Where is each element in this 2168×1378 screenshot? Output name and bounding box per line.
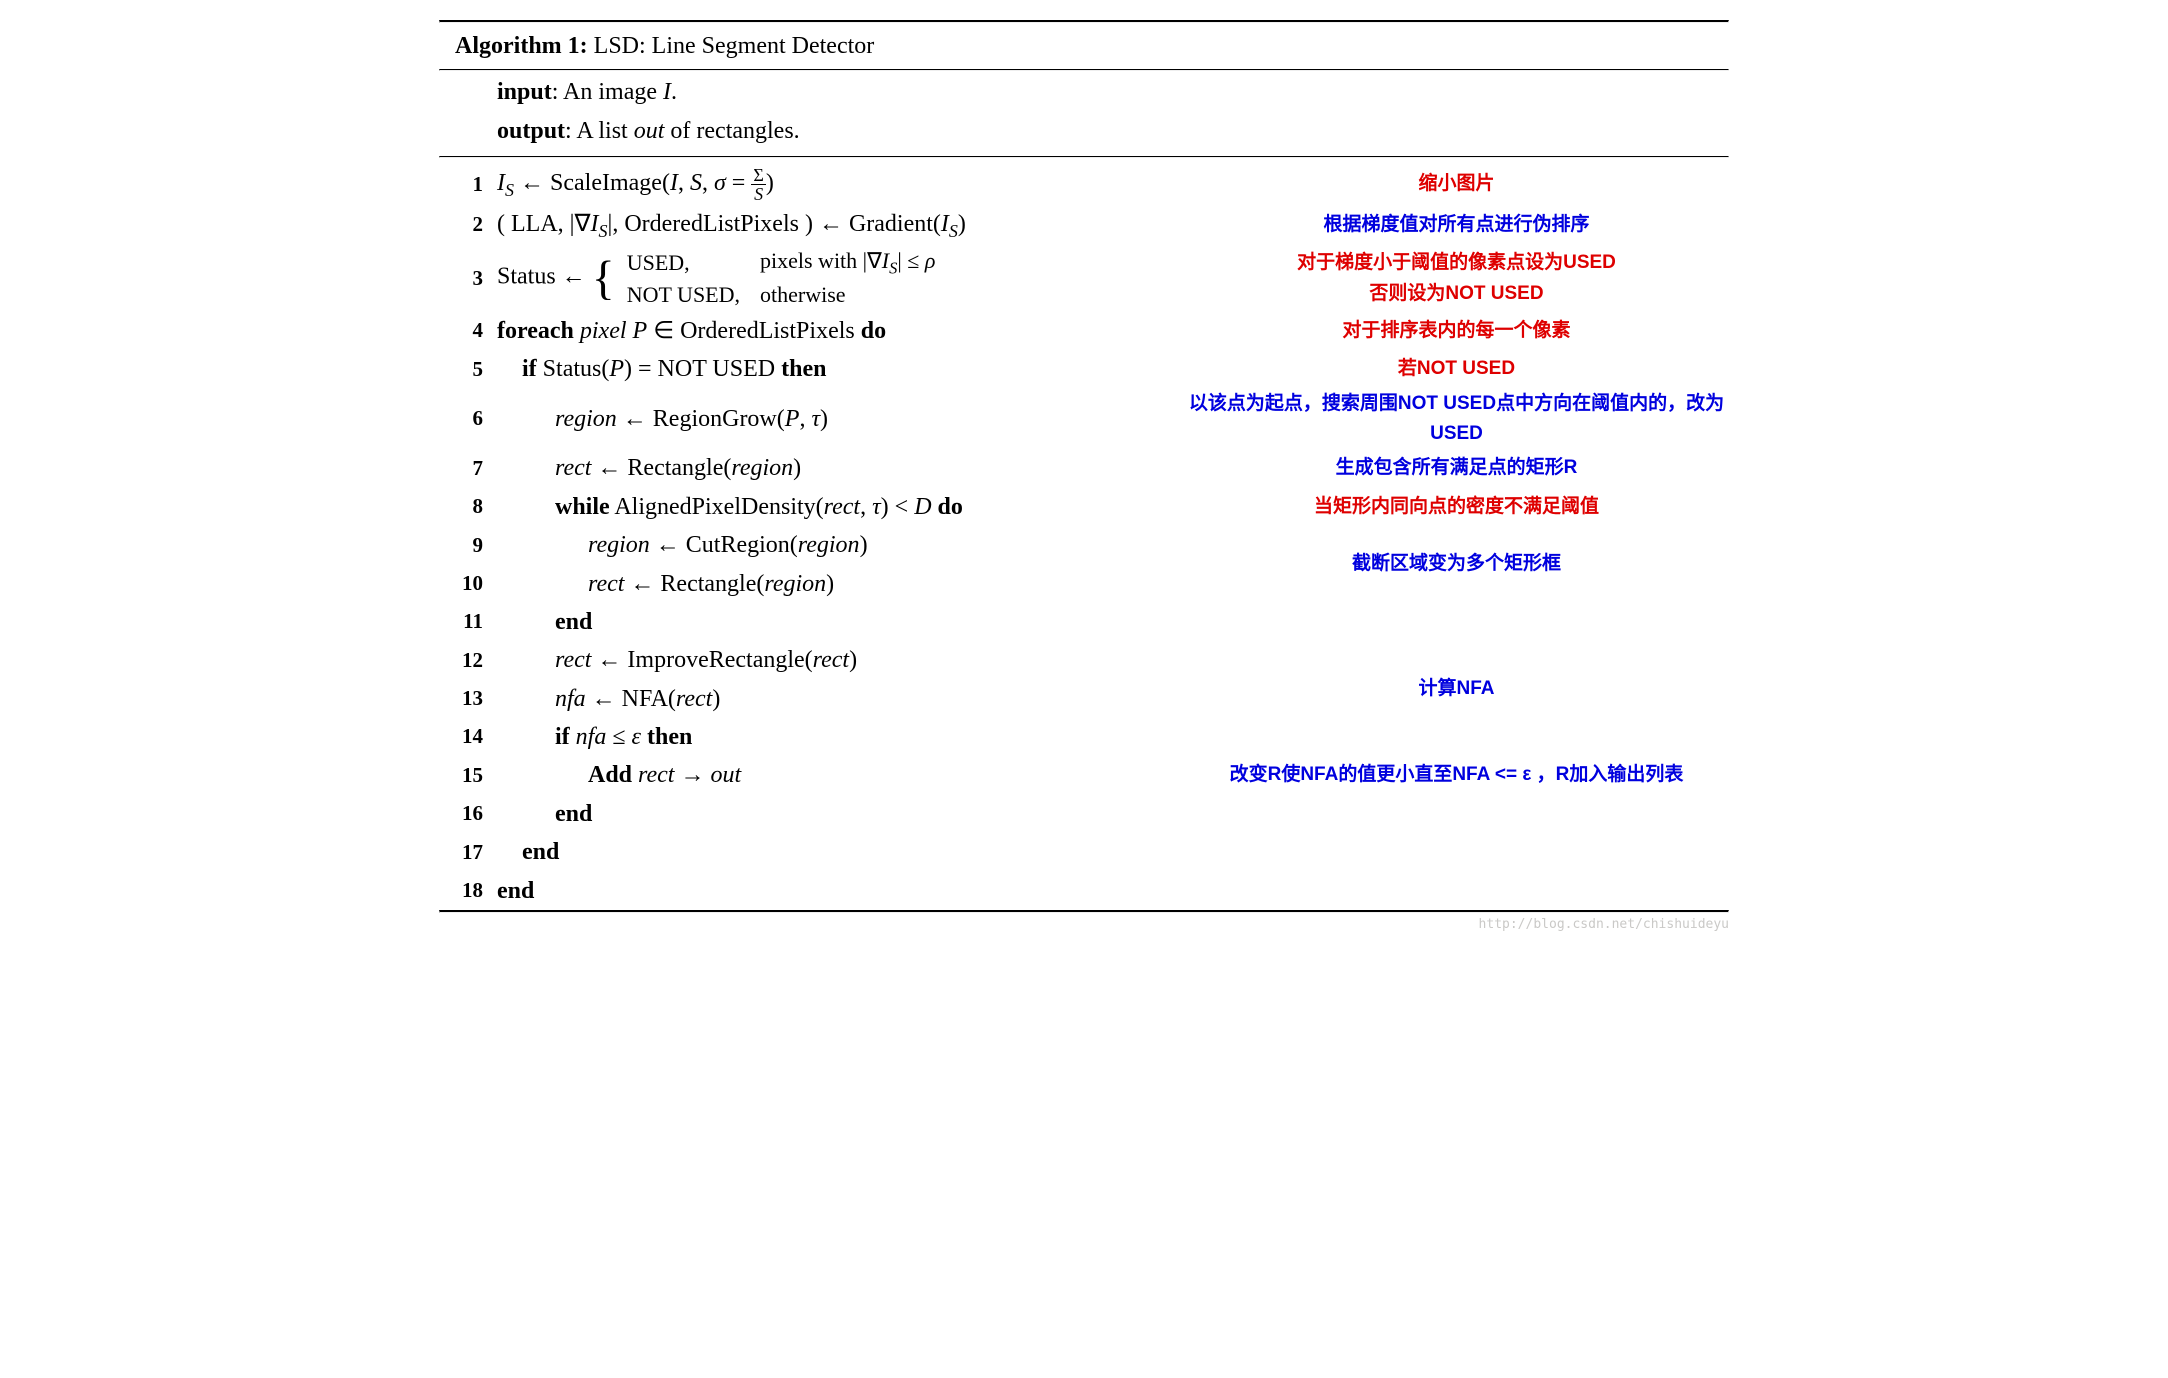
line-number: 17 [439, 836, 489, 870]
line-number: 7 [439, 452, 489, 486]
algorithm-block: Algorithm 1: LSD: Line Segment Detector … [439, 20, 1729, 936]
code-cell: while AlignedPixelDensity(rect, τ) < D d… [555, 488, 1184, 526]
code-row: 6 region ← RegionGrow(P, τ)以该点为起点，搜索周围NOT… [439, 389, 1729, 450]
code-cell: end [555, 603, 1184, 641]
line-number: 15 [439, 759, 489, 793]
algorithm-body: 1IS ← ScaleImage(I, S, σ = ΣS)缩小图片2( LLA… [439, 158, 1729, 910]
annotation: 当矩形内同向点的密度不满足阈值 [1184, 492, 1729, 522]
line-number: 10 [439, 567, 489, 601]
code-row: 14 if nfa ≤ ε then [439, 718, 1729, 756]
code-row: 18end [439, 872, 1729, 910]
code-cell: end [522, 833, 1184, 871]
code-cell: rect ← ImproveRectangle(rect) [555, 641, 1184, 679]
annotation: 若NOT USED [1184, 354, 1729, 384]
output-line: output: A list out of rectangles. [497, 112, 1729, 150]
io-block: input: An image I. output: A list out of… [439, 71, 1729, 156]
annotation: 缩小图片 [1184, 169, 1729, 199]
code-row: 11 end [439, 603, 1729, 641]
code-cell: end [497, 872, 1184, 910]
annotation: 计算NFA [1184, 674, 1729, 704]
code-row-pair: 9 region ← CutRegion(region) 10 rect ← Rect… [439, 526, 1729, 603]
code-row: 13nfa ← NFA(rect)计算NFA [439, 680, 1729, 718]
line-number: 18 [439, 874, 489, 908]
title-label: Algorithm 1: [455, 33, 588, 59]
line-number: 3 [439, 262, 489, 296]
code-cell: Add rect → out [588, 756, 1184, 794]
annotation: 对于梯度小于阈值的像素点设为USED否则设为NOT USED [1184, 248, 1729, 309]
line-number: 16 [439, 797, 489, 831]
annotation: 以该点为起点，搜索周围NOT USED点中方向在阈值内的，改为USED [1184, 389, 1729, 450]
line-number: 1 [439, 168, 489, 202]
annotation: 根据梯度值对所有点进行伪排序 [1184, 210, 1729, 240]
code-row: 2( LLA, |∇IS|, OrderedListPixels ) ← Gra… [439, 205, 1729, 246]
line-number: 5 [439, 353, 489, 387]
algorithm-title: Algorithm 1: LSD: Line Segment Detector [439, 23, 1729, 69]
annotation: 截断区域变为多个矩形框 [1184, 549, 1729, 579]
code-cell: foreach pixel P ∈ OrderedListPixels do [497, 312, 1184, 350]
code-row: 8 while AlignedPixelDensity(rect, τ) < D … [439, 488, 1729, 526]
code-row: 4foreach pixel P ∈ OrderedListPixels do对… [439, 312, 1729, 350]
annotation: 生成包含所有满足点的矩形R [1184, 453, 1729, 483]
code-row: 1IS ← ScaleImage(I, S, σ = ΣS)缩小图片 [439, 164, 1729, 205]
code-cell: Status ← { USED,pixels with |∇IS| ≤ ρNOT… [497, 245, 1184, 311]
code-row: 16 end [439, 795, 1729, 833]
input-line: input: An image I. [497, 73, 1729, 111]
code-cell: rect ← Rectangle(region) [588, 565, 1184, 603]
watermark: http://blog.csdn.net/chishuideyu [439, 913, 1729, 936]
annotation: 改变R使NFA的值更小直至NFA <= ε ，R加入输出列表 [1184, 760, 1729, 790]
code-cell: IS ← ScaleImage(I, S, σ = ΣS) [497, 164, 1184, 205]
code-cell: region ← RegionGrow(P, τ) [555, 400, 1184, 438]
line-number: 13 [439, 682, 489, 716]
line-number: 6 [439, 402, 489, 436]
line-number: 14 [439, 720, 489, 754]
code-cell: if Status(P) = NOT USED then [522, 350, 1184, 388]
code-row: 15 Add rect → out改变R使NFA的值更小直至NFA <= ε ，R… [439, 756, 1729, 794]
line-number: 4 [439, 314, 489, 348]
title-text: LSD: Line Segment Detector [594, 33, 875, 59]
line-number: 9 [439, 529, 489, 563]
code-row: 5 if Status(P) = NOT USED then若NOT USED [439, 350, 1729, 388]
code-cell: region ← CutRegion(region) [588, 526, 1184, 564]
line-number: 8 [439, 490, 489, 524]
line-number: 11 [439, 605, 489, 639]
code-cell: end [555, 795, 1184, 833]
code-row: 17 end [439, 833, 1729, 871]
line-number: 12 [439, 644, 489, 678]
code-cell: rect ← Rectangle(region) [555, 449, 1184, 487]
code-cell: ( LLA, |∇IS|, OrderedListPixels ) ← Grad… [497, 205, 1184, 246]
line-number: 2 [439, 208, 489, 242]
annotation: 对于排序表内的每一个像素 [1184, 316, 1729, 346]
code-row: 3Status ← { USED,pixels with |∇IS| ≤ ρNO… [439, 245, 1729, 311]
code-row: 7 rect ← Rectangle(region)生成包含所有满足点的矩形R [439, 449, 1729, 487]
code-cell: if nfa ≤ ε then [555, 718, 1184, 756]
code-cell: nfa ← NFA(rect) [555, 680, 1184, 718]
